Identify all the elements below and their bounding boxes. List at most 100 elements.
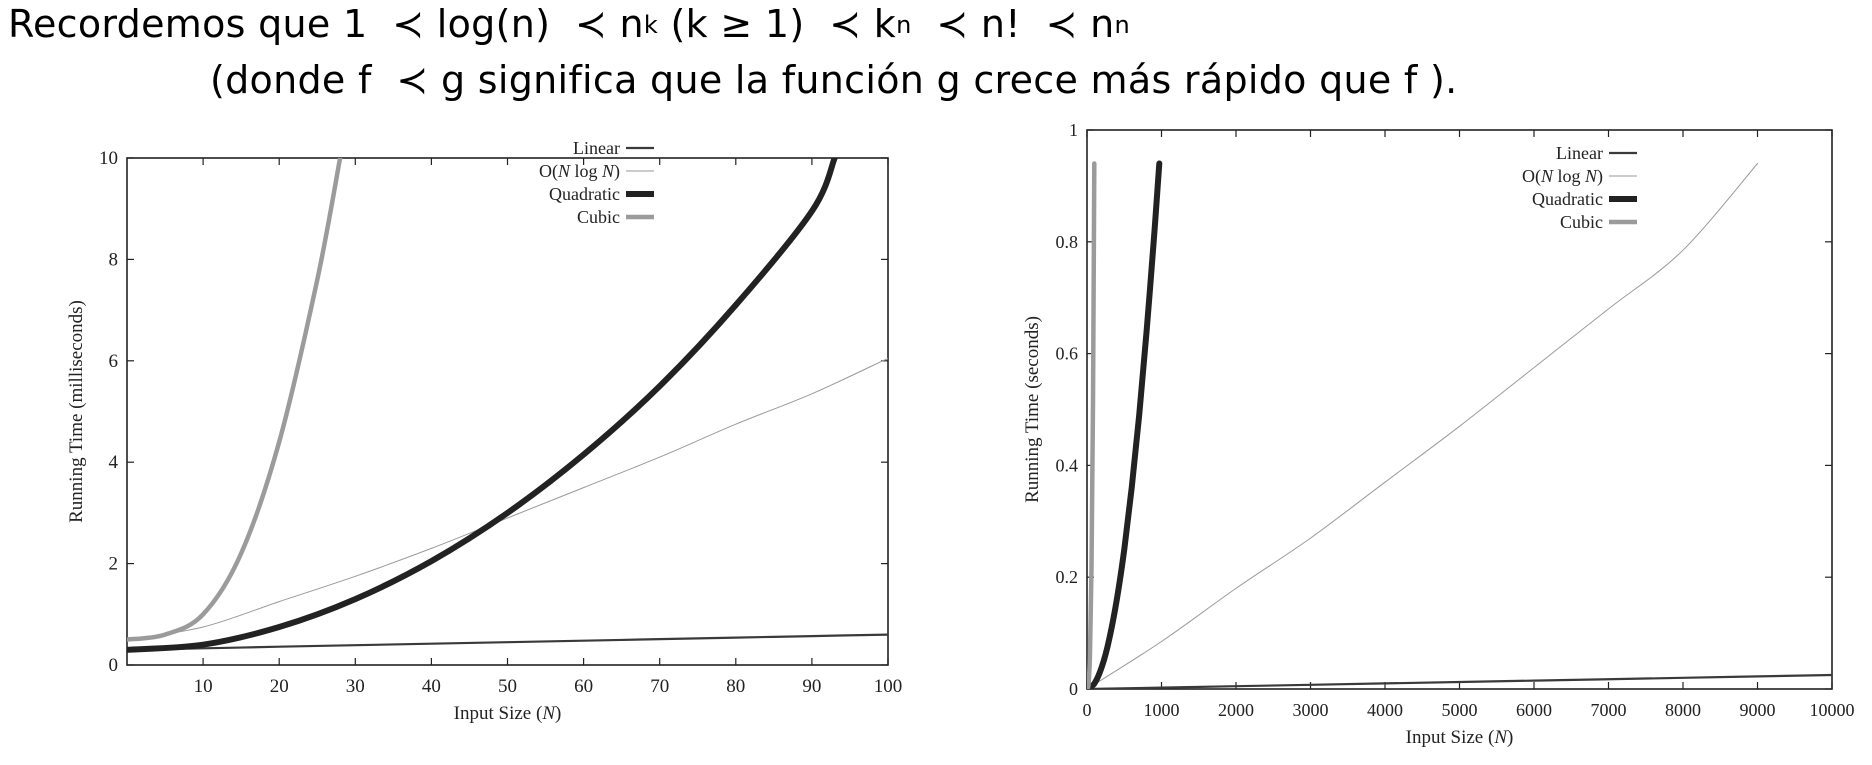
chart-seconds: 0 1000 2000 3000 4000 5000 6000 7000 8000 9000 100… — [980, 115, 1872, 760]
legend-label-part: log — [570, 161, 602, 181]
legend-label-part: Quadratic — [1532, 189, 1603, 209]
y-tick-label: 8 — [109, 249, 119, 270]
legend-label-nlogn: O(N log N) — [1522, 166, 1603, 187]
legend-label-part: Linear — [1556, 143, 1603, 163]
legend-label-part: N — [1540, 166, 1554, 186]
x-axis-label: Input Size (N) — [1406, 727, 1514, 748]
x-tick-label: 7000 — [1591, 700, 1627, 720]
x-tick-label: 90 — [802, 676, 821, 697]
legend-label-linear: Linear — [573, 138, 620, 158]
x-axis-label-text: Input Size ( — [1406, 727, 1495, 748]
title-text-factorial: n! — [980, 2, 1021, 46]
prec-symbol: ≺ — [829, 2, 862, 46]
x-axis-label-end: ) — [1507, 727, 1513, 748]
x-tick-label: 2000 — [1218, 700, 1254, 720]
series-line-cubic — [1087, 161, 1097, 689]
x-tick-label: 6000 — [1516, 700, 1552, 720]
x-tick-label: 3000 — [1293, 700, 1329, 720]
title-text-cond: (k ≥ 1) — [670, 2, 805, 46]
plot-frame — [1086, 129, 1833, 690]
prec-symbol: ≺ — [392, 2, 425, 46]
series-group — [127, 158, 888, 653]
legend-label-part: O( — [539, 161, 558, 182]
x-tick-label: 30 — [346, 676, 365, 697]
chart-svg-milliseconds: 10 20 30 40 50 60 70 80 90 100 0 2 4 6 8 10 Input Size (… — [66, 138, 903, 724]
title-text-n: n — [619, 2, 644, 46]
y-tick-label: 1 — [1069, 120, 1078, 140]
superscript-n: n — [896, 11, 912, 39]
y-tick-label: 0.8 — [1056, 232, 1079, 252]
legend-label-quadratic: Quadratic — [549, 184, 620, 204]
x-axis-label-var: N — [541, 703, 556, 724]
series-line-nlogn — [127, 357, 888, 641]
legend-label-part: O( — [1522, 166, 1541, 187]
legend-label-nlogn: O(N log N) — [539, 161, 620, 182]
legend-label-quadratic: Quadratic — [1532, 189, 1603, 209]
prec-symbol: ≺ — [1045, 2, 1078, 46]
legend-label-cubic: Cubic — [577, 207, 620, 227]
x-axis-label-text: Input Size ( — [454, 703, 543, 724]
title-text-k: k — [873, 2, 897, 46]
title-text-meaning: g significa que la función g crece más r… — [440, 58, 1458, 102]
x-tick-label: 0 — [1083, 700, 1092, 720]
x-tick-label: 100 — [874, 676, 903, 697]
x-tick-label: 40 — [422, 676, 441, 697]
title-line-2: (donde f ≺ g significa que la función g … — [210, 58, 1458, 102]
y-tick-label: 0.6 — [1056, 344, 1079, 364]
title-text-donde: (donde f — [210, 58, 372, 102]
y-axis-label: Running Time (seconds) — [1022, 316, 1043, 503]
x-tick-label: 10000 — [1810, 700, 1855, 720]
x-axis-label-end: ) — [555, 703, 561, 724]
series-line-linear — [1087, 673, 1832, 689]
title-text-1: Recordemos que 1 — [8, 2, 368, 46]
y-tick-label: 0 — [1069, 679, 1078, 699]
series-line-quadratic — [1087, 160, 1163, 689]
chart-svg-seconds: 0 1000 2000 3000 4000 5000 6000 7000 8000 9000 100… — [1022, 120, 1855, 748]
x-tick-label: 80 — [726, 676, 745, 697]
superscript-k: k — [643, 11, 659, 39]
prec-symbol: ≺ — [396, 58, 429, 102]
x-axis-label-var: N — [1493, 727, 1508, 748]
x-tick-label: 1000 — [1144, 700, 1180, 720]
plot-frame — [126, 157, 889, 666]
x-tick-label: 4000 — [1367, 700, 1403, 720]
legend-label-part: N — [1584, 166, 1598, 186]
title-line-1: Recordemos que 1 ≺ log(n) ≺ nk (k ≥ 1) ≺… — [8, 2, 1130, 46]
legend-label-part: log — [1553, 166, 1585, 186]
x-axis-label: Input Size (N) — [454, 703, 562, 724]
legend-label-part: ) — [614, 161, 620, 182]
legend-label-part: Linear — [573, 138, 620, 158]
series-group — [1087, 160, 1832, 689]
legend-label-part: ) — [1597, 166, 1603, 187]
title-text-log: log(n) — [436, 2, 551, 46]
series-line-nlogn — [1087, 163, 1758, 689]
y-tick-label: 0.4 — [1056, 455, 1079, 475]
y-tick-label: 4 — [109, 452, 119, 473]
y-tick-label: 0.2 — [1056, 567, 1079, 587]
y-tick-label: 6 — [109, 351, 119, 372]
y-tick-label: 0 — [109, 655, 119, 676]
legend-label-part: Quadratic — [549, 184, 620, 204]
prec-symbol: ≺ — [575, 2, 608, 46]
legend-label-cubic: Cubic — [1560, 212, 1603, 232]
series-line-cubic — [127, 158, 343, 642]
x-tick-label: 8000 — [1665, 700, 1701, 720]
superscript-n: n — [1114, 11, 1130, 39]
chart-milliseconds: 10 20 30 40 50 60 70 80 90 100 0 2 4 6 8 10 Input Size (… — [0, 115, 930, 760]
x-tick-label: 5000 — [1442, 700, 1478, 720]
x-tick-label: 70 — [650, 676, 669, 697]
series-line-linear — [127, 633, 888, 651]
prec-symbol: ≺ — [936, 2, 969, 46]
legend-label-part: Cubic — [577, 207, 620, 227]
y-axis-label: Running Time (milliseconds) — [66, 300, 87, 523]
legend-label-part: N — [557, 161, 571, 181]
header: Recordemos que 1 ≺ log(n) ≺ nk (k ≥ 1) ≺… — [0, 0, 1872, 115]
x-tick-label: 9000 — [1740, 700, 1776, 720]
title-text-nn: n — [1090, 2, 1115, 46]
x-tick-label: 10 — [194, 676, 213, 697]
series-line-quadratic — [127, 158, 838, 653]
legend-label-part: N — [601, 161, 615, 181]
x-tick-label: 20 — [270, 676, 289, 697]
legend-label-linear: Linear — [1556, 143, 1603, 163]
y-tick-label: 10 — [99, 148, 118, 169]
